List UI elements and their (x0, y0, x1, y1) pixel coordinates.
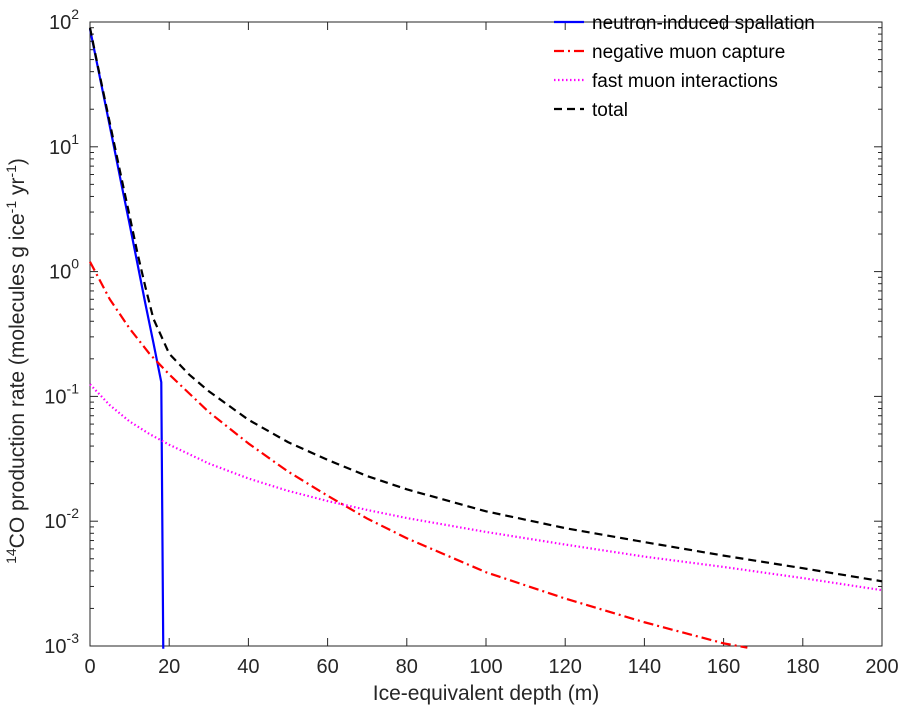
y-tick-labels: 10-3 10-2 10-1 100 101 102 (44, 6, 79, 658)
y-axis-label-sup1: -1 (3, 201, 19, 214)
plot-frame (89, 21, 883, 647)
legend-label-0: neutron-induced spallation (592, 13, 815, 34)
plot-area (88, 21, 883, 649)
x-axis-label: Ice-equivalent depth (m) (373, 682, 599, 705)
x-tick-label: 0 (84, 656, 95, 678)
legend: neutron-induced spallation negative muon … (554, 13, 815, 121)
y-axis-label-main: CO production rate (molecules g ice (6, 213, 29, 548)
x-tick-label: 40 (237, 656, 259, 678)
x-tick-label: 200 (865, 656, 898, 678)
x-tick-label: 60 (316, 656, 338, 678)
series-line-3 (88, 27, 883, 583)
x-tick-label: 100 (469, 656, 502, 678)
x-tick-label: 80 (396, 656, 418, 678)
y-tick-label: 102 (49, 6, 79, 34)
x-tick-label: 180 (786, 656, 819, 678)
legend-label-1: negative muon capture (592, 42, 785, 63)
y-tick-label: 10-2 (44, 505, 79, 533)
x-tick-label: 140 (628, 656, 661, 678)
series-line-2 (89, 383, 883, 592)
series-line-0 (88, 28, 165, 649)
y-axis-label-sup2: -1 (3, 165, 19, 178)
y-tick-label: 10-3 (44, 630, 79, 658)
y-tick-label: 101 (49, 131, 79, 159)
series-layer (88, 27, 883, 649)
legend-label-3: total (592, 100, 628, 121)
x-tick-label: 160 (707, 656, 740, 678)
y-axis-label-end: ) (6, 158, 29, 165)
y-tick-label: 10-1 (44, 380, 79, 408)
y-tick-label: 100 (49, 256, 79, 284)
y-axis-label: 14CO production rate (molecules g ice-1 … (3, 158, 29, 564)
series-line-1 (89, 261, 748, 649)
y-axis-label-mid: yr (6, 178, 29, 201)
tick-marks (89, 21, 883, 647)
x-tick-label: 120 (549, 656, 582, 678)
y-axis-label-prefix-sup: 14 (3, 548, 19, 564)
legend-label-2: fast muon interactions (592, 71, 778, 92)
x-tick-labels: 0 20 40 60 80 100 120 140 160 180 200 (84, 656, 898, 678)
x-tick-label: 20 (158, 656, 180, 678)
